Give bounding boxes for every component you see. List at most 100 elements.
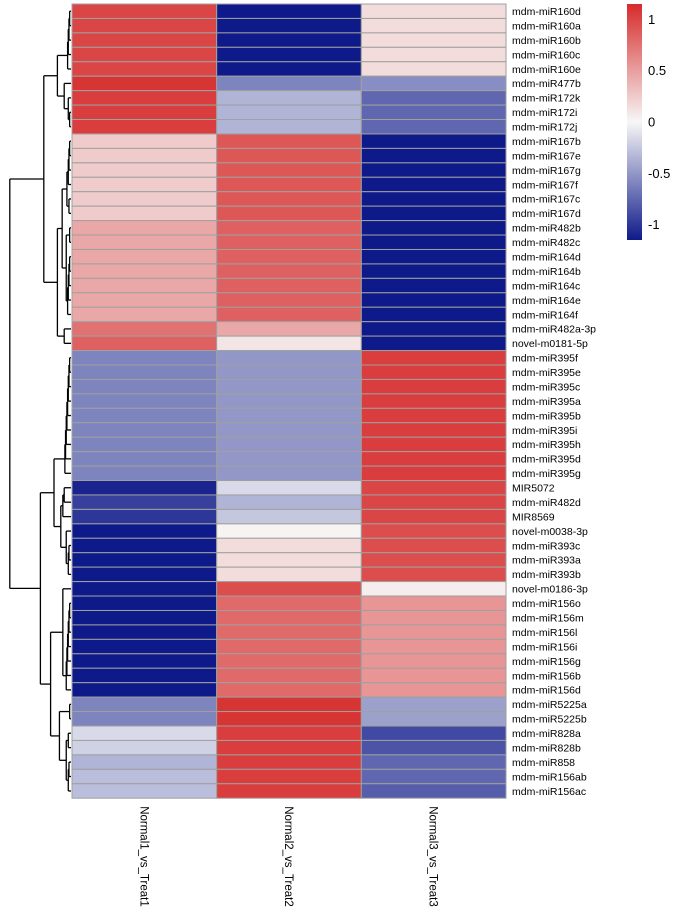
heatmap-cell [360,595,507,611]
legend-tick-label: -0.5 [648,166,670,181]
heatmap-cell [216,609,362,626]
heatmap-cell [360,191,507,207]
row-label: mdm-miR393a [512,555,581,567]
heatmap-cell [216,248,362,265]
heatmap-cell [71,595,218,611]
heatmap-cell [71,667,218,684]
heatmap-cell [216,624,362,640]
heatmap-cells [71,3,507,799]
row-label: mdm-miR5225b [512,714,587,726]
heatmap-cell [71,696,218,713]
column-label: Normal1_vs_Treat1 [137,806,149,907]
heatmap-cell [71,321,218,337]
heatmap-cell [71,407,218,424]
row-label: mdm-miR395f [512,353,578,365]
heatmap-cell [360,46,507,63]
heatmap-cell [71,754,218,770]
heatmap-cell [216,133,362,149]
heatmap-cell [216,638,362,655]
row-label: mdm-miR172k [512,93,581,105]
row-label: mdm-miR395b [512,410,581,422]
legend-tick-label: 0.5 [648,63,666,78]
heatmap-cell [216,3,362,19]
row-labels: mdm-miR160d mdm-miR160a mdm-miR160b mdm-miR… [512,6,596,798]
heatmap-cell [360,422,507,438]
row-label: mdm-miR395i [512,425,577,437]
heatmap-cell [360,465,507,482]
heatmap-cell [216,335,362,352]
row-label: mdm-miR167d [512,208,581,220]
heatmap-cell [360,451,507,467]
heatmap-cell [216,378,362,395]
heatmap-cell [216,17,362,34]
heatmap-cell [71,162,218,178]
heatmap-cell [71,451,218,467]
heatmap-cell [216,422,362,438]
heatmap-cell [71,711,218,727]
heatmap-cell [360,263,507,279]
heatmap-cell [360,581,507,597]
heatmap-cell [360,653,507,669]
row-label: mdm-miR482c [512,237,580,249]
heatmap-cell [216,104,362,121]
legend-tick-label: -1 [648,217,660,232]
heatmap-cell [71,768,218,785]
heatmap-cell [360,407,507,424]
row-label: mdm-miR482b [512,223,581,235]
heatmap-cell [216,119,362,135]
heatmap-cell [216,552,362,568]
heatmap-cell [360,783,507,799]
heatmap-cell [360,147,507,164]
heatmap-cell [360,32,507,48]
heatmap-cell [216,696,362,713]
row-label: novel-m0181-5p [512,338,588,350]
heatmap-cell [71,581,218,597]
heatmap-cell [71,739,218,756]
heatmap-cell [71,480,218,496]
row-label: mdm-miR160a [512,20,581,32]
heatmap-cell [71,783,218,799]
heatmap-cell [216,61,362,77]
heatmap-cell [71,494,218,510]
heatmap-cell [71,133,218,149]
heatmap-cell [71,220,218,236]
heatmap-cell [71,364,218,380]
heatmap-cell [71,350,218,366]
row-label: mdm-miR156d [512,685,581,697]
heatmap-cell [216,350,362,366]
heatmap-cell [71,436,218,453]
row-label: mdm-miR156ac [512,786,586,798]
row-label: mdm-miR393b [512,569,581,581]
heatmap-cell [216,566,362,583]
heatmap-cell [71,422,218,438]
heatmap-cell [71,191,218,207]
heatmap-cell [360,205,507,222]
row-label: mdm-miR477b [512,78,581,90]
row-label: mdm-miR156o [512,598,581,610]
heatmap-cell [71,32,218,48]
heatmap-cell [360,566,507,583]
heatmap-cell [360,552,507,568]
row-label: mdm-miR160c [512,49,580,61]
heatmap-cell [216,595,362,611]
row-label: mdm-miR160b [512,35,581,47]
row-label: mdm-miR164e [512,295,581,307]
column-labels: Normal1_vs_Treat1 Normal2_vs_Treat2 Normal… [137,806,438,907]
heatmap-cell [360,609,507,626]
legend-tick-label: 0 [648,115,655,130]
legend-color-bar [627,4,642,240]
heatmap-cell [360,220,507,236]
heatmap-cell [216,667,362,684]
heatmap-cell [360,162,507,178]
heatmap-cell [71,46,218,63]
row-label: mdm-miR164f [512,309,578,321]
heatmap-cell [216,711,362,727]
heatmap-cell [71,17,218,34]
heatmap-cell [71,335,218,352]
heatmap-cell [71,609,218,626]
heatmap-cell [71,624,218,640]
heatmap-cell [216,321,362,337]
heatmap-cell [71,176,218,193]
heatmap-cell [360,234,507,250]
